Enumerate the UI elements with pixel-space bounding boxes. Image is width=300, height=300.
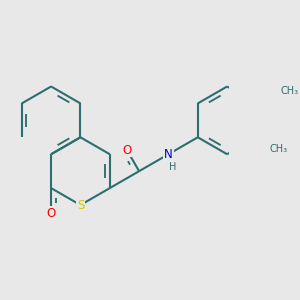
Text: S: S [77,199,84,212]
Text: H: H [169,162,176,172]
Text: N: N [164,148,173,161]
Text: CH₃: CH₃ [281,86,299,96]
Text: O: O [46,207,56,220]
Text: CH₃: CH₃ [269,144,287,154]
Text: O: O [122,143,131,157]
